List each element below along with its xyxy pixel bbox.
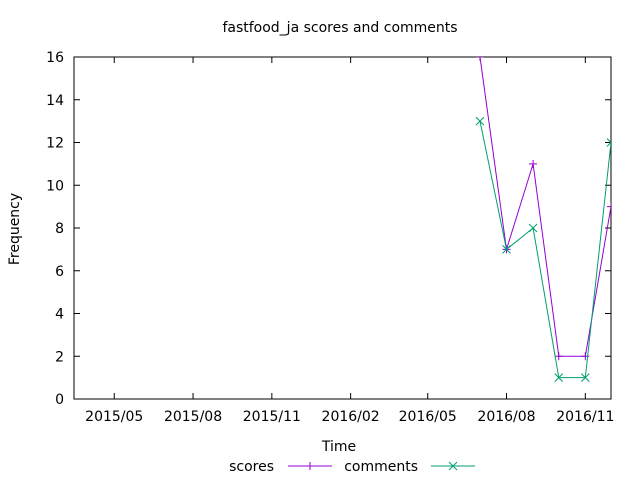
x-tick-label: 2015/05 — [85, 409, 143, 425]
x-ticks: 2015/05 2015/08 2015/11 2016/02 2016/05 2016/… — [85, 57, 614, 425]
data-point-comments — [580, 373, 590, 382]
y-tick-label: 0 — [55, 392, 64, 408]
y-tick-label: 2 — [55, 349, 64, 365]
axes — [73, 56, 612, 400]
data-point-scores — [607, 202, 611, 211]
data-point-comments — [502, 245, 511, 254]
legend-marker-scores — [306, 462, 314, 470]
plot-area — [475, 57, 611, 382]
y-axis-label: Frequency — [7, 193, 23, 265]
y-tick-label: 4 — [55, 307, 64, 323]
y-tick-label: 12 — [46, 136, 64, 152]
y-tick-label: 14 — [46, 93, 64, 109]
data-point-comments — [554, 373, 564, 382]
legend-marker-comments — [448, 461, 458, 471]
series-layer — [475, 57, 611, 382]
x-tick-label: 2016/05 — [399, 409, 457, 425]
data-point-scores — [529, 159, 538, 168]
data-point-comments — [606, 138, 611, 147]
y-ticks: 0 2 4 6 8 10 12 14 16 — [46, 50, 611, 408]
x-tick-label: 2016/08 — [477, 409, 535, 425]
chart-title: fastfood_ja scores and comments — [222, 20, 457, 36]
data-point-scores — [554, 352, 563, 361]
data-point-scores — [475, 57, 484, 61]
data-point-comments — [528, 223, 538, 233]
x-axis-label: Time — [321, 439, 356, 455]
series-line-scores — [479, 57, 611, 357]
legend: scores comments — [229, 459, 475, 475]
y-tick-label: 6 — [55, 264, 64, 280]
legend-label-comments: comments — [344, 459, 418, 475]
x-tick-label: 2016/11 — [556, 409, 614, 425]
y-tick-label: 8 — [55, 221, 64, 237]
series-line-comments — [479, 120, 611, 379]
x-tick-label: 2015/08 — [164, 409, 222, 425]
y-tick-label: 16 — [46, 50, 64, 66]
legend-label-scores: scores — [229, 459, 274, 475]
x-tick-label: 2015/11 — [243, 409, 301, 425]
plot-border — [73, 56, 612, 400]
x-tick-label: 2016/02 — [322, 409, 380, 425]
data-point-comments — [475, 116, 485, 126]
y-tick-label: 10 — [46, 178, 64, 194]
